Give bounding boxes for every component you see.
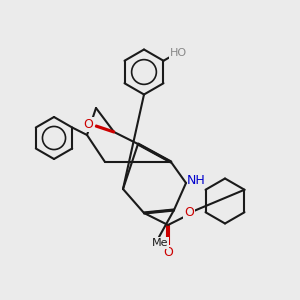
Text: HO: HO [170, 48, 187, 58]
Text: Me: Me [152, 238, 169, 248]
Text: O: O [184, 206, 194, 220]
Text: NH: NH [187, 173, 206, 187]
Text: O: O [163, 245, 173, 259]
Text: O: O [84, 118, 93, 131]
